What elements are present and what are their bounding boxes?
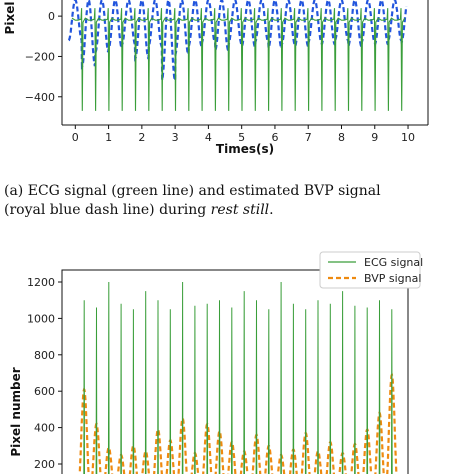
caption-line-2-prefix: (royal blue dash line) during	[4, 202, 211, 218]
top-x-tick-label: 5	[238, 131, 245, 144]
figure-caption: (a) ECG signal (green line) and estimate…	[0, 182, 474, 220]
top-x-tick-label: 4	[205, 131, 212, 144]
top-ecg-line	[71, 8, 406, 111]
top-x-tick-label: 2	[138, 131, 145, 144]
bottom-y-tick-label: 200	[34, 458, 55, 471]
bottom-y-tick-label: 1000	[27, 312, 55, 325]
top-x-tick-label: 0	[72, 131, 79, 144]
legend-ecg-label: ECG signal	[364, 256, 423, 269]
top-x-tick-label: 10	[401, 131, 415, 144]
top-y-ticks: 0 −200 −400	[25, 10, 62, 104]
bottom-legend: ECG signal BVP signal	[319, 251, 423, 289]
bottom-frame	[61, 269, 409, 474]
top-series	[67, 0, 408, 111]
bottom-y-ticks: 200 400 600 800 1000 1200	[27, 276, 62, 471]
top-chart: Pixel 0 −200 −400 0 1 2 3 4 5 6 7 8 9 10 Times(s)	[3, 0, 429, 156]
top-x-tick-label: 7	[305, 131, 312, 144]
bottom-y-tick-label: 400	[34, 422, 55, 435]
top-y-tick-label: −400	[25, 91, 55, 104]
top-x-tick-label: 6	[271, 131, 278, 144]
top-x-tick-label: 1	[105, 131, 112, 144]
bottom-bvp-line	[78, 372, 398, 474]
caption-line-2-suffix: .	[269, 202, 274, 218]
bottom-series	[78, 281, 398, 474]
bottom-y-tick-label: 800	[34, 349, 55, 362]
top-y-tick-label: 0	[48, 10, 55, 23]
caption-line-2-em: rest still	[210, 202, 270, 218]
bottom-chart: Pixel number 200 400 600 800 1000 1200 ECG si…	[9, 251, 423, 474]
top-x-tick-label: 9	[371, 131, 378, 144]
top-x-tick-label: 8	[338, 131, 345, 144]
top-y-tick-label: −200	[25, 50, 55, 63]
top-x-ticks: 0 1 2 3 4 5 6 7 8 9 10	[72, 125, 415, 144]
caption-line-1: (a) ECG signal (green line) and estimate…	[4, 183, 381, 199]
legend-bvp-label: BVP signal	[364, 272, 421, 285]
bottom-y-tick-label: 600	[34, 385, 55, 398]
bottom-ecg-line	[83, 281, 393, 474]
bottom-ylabel: Pixel number	[9, 367, 23, 456]
top-xlabel: Times(s)	[216, 142, 274, 156]
top-x-tick-label: 3	[172, 131, 179, 144]
caption-line-2: (royal blue dash line) during rest still…	[4, 201, 474, 220]
bottom-y-tick-label: 1200	[27, 276, 55, 289]
top-ylabel: Pixel	[3, 2, 17, 35]
top-bvp-line	[67, 0, 408, 85]
